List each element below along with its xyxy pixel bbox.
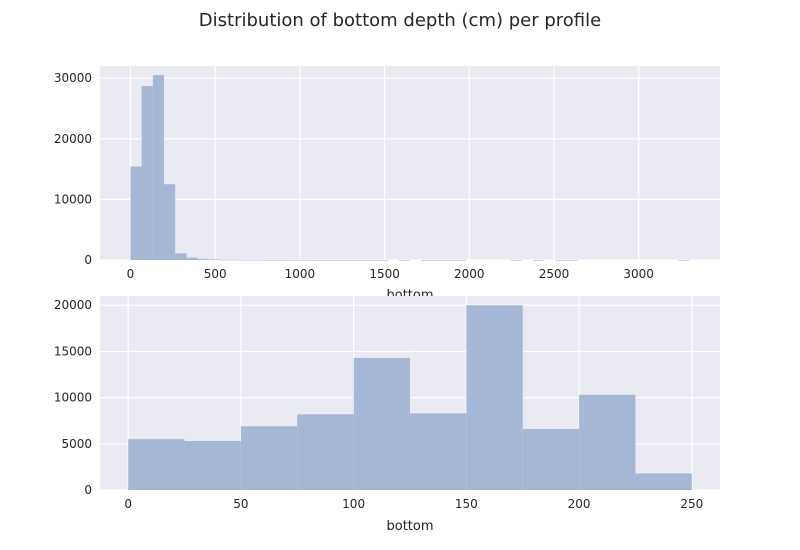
grid-top (100, 66, 720, 261)
histogram-bar (579, 394, 636, 490)
x-tick-label: 500 (204, 267, 227, 281)
histogram-bar (186, 257, 198, 260)
x-tick-label: 2500 (539, 267, 570, 281)
histogram-bar (152, 75, 165, 260)
histogram-bar (331, 259, 343, 261)
histogram-bar (197, 258, 209, 260)
histogram-bar (466, 305, 523, 490)
y-tick-label: 0 (84, 483, 92, 497)
histogram-bar (353, 357, 410, 490)
x-tick-label: 2000 (454, 267, 485, 281)
x-tick-label: 150 (455, 497, 478, 511)
histogram-bar (410, 413, 467, 490)
histogram-bar (354, 259, 366, 261)
histogram-top: 0 500 1000 1500 2000 2500 30000100002000030000… (54, 66, 720, 303)
histogram-bar (635, 473, 692, 490)
ticks-bottom: 0 50 100 150 200 250 0 5000 10000 15000 20000 (54, 298, 703, 511)
bars-bottom (128, 305, 692, 490)
y-tick-label: 15000 (54, 344, 92, 358)
histogram-bar (242, 259, 254, 261)
histogram-bar (128, 439, 185, 490)
x-tick-label: 0 (124, 497, 132, 511)
y-tick-label: 10000 (54, 391, 92, 405)
histogram-bar (342, 259, 355, 261)
histogram-bar (208, 259, 220, 261)
x-tick-label: 100 (342, 497, 365, 511)
histogram-bar (678, 259, 690, 261)
histogram-bar (376, 259, 388, 261)
histogram-bar (287, 259, 299, 261)
histogram-bar (240, 426, 298, 490)
histogram-bar (130, 166, 142, 260)
histogram-bar (219, 259, 232, 261)
y-tick-label: 20000 (54, 132, 92, 146)
x-axis-label-bottom: bottom (386, 519, 433, 534)
histogram-bar (510, 259, 522, 261)
histogram-bar (264, 259, 276, 261)
histogram-bar (253, 259, 265, 261)
x-tick-label: 1500 (369, 267, 400, 281)
y-tick-label: 5000 (61, 437, 92, 451)
histogram-bar (522, 429, 580, 490)
x-tick-label: 200 (568, 497, 591, 511)
y-tick-label: 20000 (54, 298, 92, 312)
y-tick-label: 10000 (54, 192, 92, 206)
histogram-bar (555, 259, 567, 261)
histogram-bar (164, 184, 176, 260)
histogram-bar (566, 259, 578, 261)
x-tick-label: 0 (127, 267, 135, 281)
plot-area-top (100, 66, 720, 260)
histogram-bar (231, 259, 243, 261)
histogram-bar (443, 259, 455, 261)
histogram-bar (309, 259, 321, 261)
histogram-bottom: 0 50 100 150 200 250 0 5000 10000 15000 20000 bott… (54, 296, 720, 534)
x-tick-label: 3000 (623, 267, 654, 281)
histogram-bar (141, 86, 153, 260)
y-tick-label: 30000 (54, 71, 92, 85)
histogram-bar (421, 259, 433, 261)
histogram-bar (432, 259, 444, 261)
bars-top (130, 75, 690, 261)
figure-title: Distribution of bottom depth (cm) per pr… (199, 10, 601, 31)
histogram-bar (454, 259, 466, 261)
x-tick-label: 250 (680, 497, 703, 511)
histogram-bar (298, 259, 310, 261)
histogram-bar (320, 259, 332, 261)
x-tick-label: 50 (233, 497, 248, 511)
x-tick-label: 1000 (285, 267, 316, 281)
histogram-bar (365, 259, 377, 261)
y-tick-label: 0 (84, 253, 92, 267)
histogram-bar (175, 253, 187, 260)
histogram-bar (275, 259, 288, 261)
histogram-bar (297, 414, 354, 490)
histogram-bar (184, 441, 241, 490)
histogram-bar (532, 259, 545, 261)
histogram-bar (398, 259, 410, 261)
